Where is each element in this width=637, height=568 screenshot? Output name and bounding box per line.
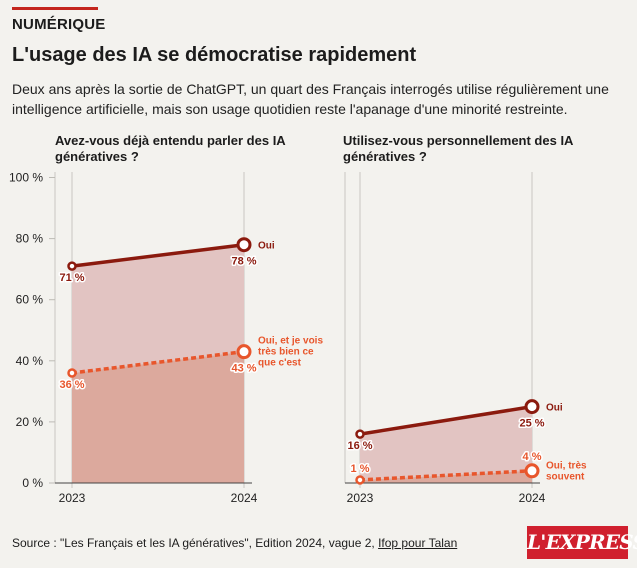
chart-1-point-dashed-2024 <box>236 344 252 360</box>
chart-2-x-tick-label: 2023 <box>347 491 374 505</box>
chart-2-series-label: souvent <box>546 471 585 482</box>
chart-1-y-tick-label: 100 % <box>9 171 43 185</box>
chart-1-area-lower <box>72 351 244 483</box>
chart-1-series-label: très bien ce <box>258 347 314 358</box>
chart-2-title: Utilisez-vous personnellement des IA gén… <box>343 133 573 164</box>
chart-2-x-tick-label: 2024 <box>519 491 546 505</box>
chart-1-y-tick-label: 40 % <box>16 354 44 368</box>
chart-1-series-line-solid <box>71 242 245 268</box>
chart-1-point-solid-2024 <box>236 237 252 253</box>
chart-2-value-label: 25 % <box>519 418 544 430</box>
chart-2-value-label: 4 % <box>523 451 542 463</box>
chart-1-area-upper <box>72 244 244 374</box>
chart-1-value-label: 71 % <box>59 272 84 284</box>
chart-1-series-label: Oui, et je vois <box>258 336 323 347</box>
chart-2-value-label: 1 % <box>351 463 370 475</box>
source-text: Source : "Les Français et les IA générat… <box>12 536 379 550</box>
chart-1-value-label: 43 % <box>231 363 256 375</box>
chart-1-x-tick-label: 2023 <box>59 491 86 505</box>
chart-1-y-tick-label: 0 % <box>22 476 43 490</box>
chart-1-y-tick-label: 60 % <box>16 293 44 307</box>
source-link[interactable]: Ifop pour Talan <box>378 536 458 550</box>
chart-2-point-solid-2023 <box>355 429 365 439</box>
page-subtitle: Deux ans après la sortie de ChatGPT, un … <box>12 81 609 117</box>
charts-canvas: 0 % 20 % 40 % 60 % 80 % 100 % 2023 2024 71 % 78 %… <box>9 171 587 506</box>
chart-2-point-dashed-2024 <box>524 463 540 479</box>
chart-1-y-tick-label: 80 % <box>16 232 44 246</box>
header-rule <box>12 7 98 10</box>
chart-2-point-solid-2024 <box>524 399 540 415</box>
chart-2-series-line-solid <box>359 404 533 436</box>
brand-logo[interactable]: L'EXPRESS <box>527 526 637 559</box>
source-note: Source : "Les Français et les IA générat… <box>12 536 457 550</box>
chart-2-series-line-dashed <box>359 469 533 482</box>
chart-2-series-label: Oui, très <box>546 460 587 471</box>
chart-2-series-label: Oui <box>546 403 563 414</box>
chart-1-value-label: 36 % <box>59 379 84 391</box>
chart-2-area-upper <box>360 406 532 480</box>
chart-1-series-line-dashed <box>71 349 245 375</box>
section-label[interactable]: NUMÉRIQUE <box>12 16 106 33</box>
page-title: L'usage des IA se démocratise rapidement <box>12 44 417 66</box>
chart-2-point-dashed-2023 <box>355 475 365 485</box>
chart-1-title: Avez-vous déjà entendu parler des IA gén… <box>55 133 286 164</box>
chart-1-x-tick-label: 2024 <box>231 491 258 505</box>
chart-1-y-tick-label: 20 % <box>16 415 44 429</box>
chart-1-series-label: que c'est <box>258 358 302 369</box>
chart-1-value-label: 78 % <box>231 256 256 268</box>
chart-1-point-dashed-2023 <box>67 368 77 378</box>
chart-2-value-label: 16 % <box>347 440 372 452</box>
chart-1-point-solid-2023 <box>67 261 77 271</box>
chart-1-series-label: Oui <box>258 241 275 252</box>
